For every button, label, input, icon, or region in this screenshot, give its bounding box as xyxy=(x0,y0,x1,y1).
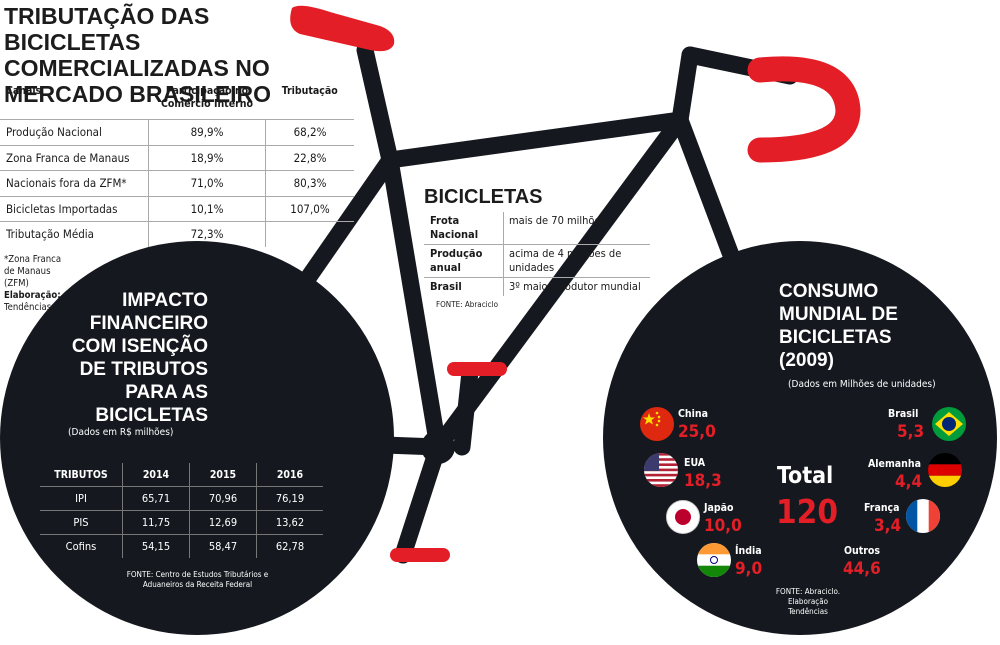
country-value: 10,0 xyxy=(704,516,742,536)
country-value: 25,0 xyxy=(678,422,716,442)
cell: 10,1% xyxy=(148,195,266,222)
cell: Brasil xyxy=(424,277,504,296)
country-value: 9,0 xyxy=(735,559,763,579)
cell: 3º maior produtor mundial xyxy=(503,277,650,296)
consumo-title: CONSUMO MUNDIAL DE BICICLETAS (2009) xyxy=(779,281,898,371)
cell: mais de 70 milhões xyxy=(503,212,650,245)
table-row: Frota Nacional mais de 70 milhões xyxy=(424,212,650,245)
germany-flag-icon xyxy=(928,453,962,487)
cell: Frota Nacional xyxy=(430,214,479,241)
cell: 54,15 xyxy=(122,534,190,558)
cell: 58,47 xyxy=(189,534,257,558)
tributacao-title: TRIBUTAÇÃO DAS BICICLETAS COMERCIALIZADA… xyxy=(4,3,272,107)
tributacao-table: Canais Participação no Comércio Interno … xyxy=(0,83,354,247)
consumo-source: FONTE: Abraciclo. Elaboração Tendências xyxy=(775,587,841,616)
col-header: TRIBUTOS xyxy=(54,468,108,481)
cell: 13,62 xyxy=(256,510,323,535)
table-row: Zona Franca de Manaus 18,9% 22,8% xyxy=(0,144,354,171)
cell: Bicicletas Importadas xyxy=(0,195,149,222)
cell: 62,78 xyxy=(256,534,323,558)
impacto-source: FONTE: Centro de Estudos Tributários e A… xyxy=(126,570,269,589)
cell: IPI xyxy=(40,486,123,511)
usa-flag-icon xyxy=(644,453,678,487)
elab-value: Tendências. xyxy=(4,302,54,313)
cell: PIS xyxy=(40,510,123,535)
country-value: 44,6 xyxy=(843,559,881,579)
cell: 12,69 xyxy=(189,510,257,535)
bicicletas-table: Frota Nacional mais de 70 milhões Produç… xyxy=(424,212,650,296)
table-row: Produção Nacional 89,9% 68,2% xyxy=(0,119,354,145)
consumo-subtitle: (Dados em Milhões de unidades) xyxy=(788,379,936,390)
cell: 76,19 xyxy=(256,486,323,511)
table-row: Tributação Média 72,3% xyxy=(0,221,354,247)
country-name: Japão xyxy=(704,502,734,514)
table-row: Produção anual acima de 4 milhões de uni… xyxy=(424,244,650,278)
impacto-title: IMPACTO FINANCEIRO COM ISENÇÃO DE TRIBUT… xyxy=(71,290,208,426)
saddle xyxy=(290,5,395,52)
impacto-table: TRIBUTOS 2014 2015 2016 IPI 65,71 70,96 … xyxy=(40,463,323,558)
cell: Produção anual xyxy=(424,244,504,278)
country-value: 3,4 xyxy=(874,516,902,536)
col-header: Participação no Comércio Interno xyxy=(161,85,253,110)
cell: 68,2% xyxy=(265,119,354,145)
pedal-top xyxy=(447,362,507,376)
table-row: Brasil 3º maior produtor mundial xyxy=(424,277,650,296)
col-header: Tributação xyxy=(281,85,338,97)
table-row: PIS 11,75 12,69 13,62 xyxy=(40,510,323,535)
footnote-text: *Zona Franca de Manaus (ZFM) xyxy=(4,254,62,289)
country-name: França xyxy=(864,502,900,514)
cell: Cofins xyxy=(40,534,123,558)
cell xyxy=(265,221,354,247)
cell: 22,8% xyxy=(265,144,354,171)
table-row: Bicicletas Importadas 10,1% 107,0% xyxy=(0,195,354,222)
col-header: 2015 xyxy=(189,463,257,487)
france-flag-icon xyxy=(906,499,940,533)
cell: 18,9% xyxy=(148,144,266,171)
cell: 71,0% xyxy=(148,170,266,196)
tributacao-footnote: *Zona Franca de Manaus (ZFM) Elaboração:… xyxy=(4,254,74,314)
pedal-bottom xyxy=(390,548,450,562)
table-row: IPI 65,71 70,96 76,19 xyxy=(40,486,323,511)
bicicletas-title: BICICLETAS xyxy=(424,186,543,208)
country-value: 5,3 xyxy=(897,422,925,442)
japan-flag-icon xyxy=(666,500,700,534)
col-header: 2014 xyxy=(122,463,190,487)
cell: Produção Nacional xyxy=(0,119,149,145)
impacto-subtitle: (Dados em R$ milhões) xyxy=(68,427,174,438)
total-label: Total xyxy=(777,463,834,489)
india-flag-icon xyxy=(697,543,731,577)
cell: acima de 4 milhões de unidades xyxy=(503,244,650,278)
col-header: Canais xyxy=(6,85,42,97)
table-row: Nacionais fora da ZFM* 71,0% 80,3% xyxy=(0,170,354,196)
country-value: 18,3 xyxy=(684,471,722,491)
table-row: Cofins 54,15 58,47 62,78 xyxy=(40,534,323,558)
handlebar xyxy=(747,56,861,163)
bicicletas-source: FONTE: Abraciclo xyxy=(436,300,499,309)
country-name: Brasil xyxy=(888,408,919,420)
country-name: China xyxy=(678,408,708,420)
cell: 89,9% xyxy=(148,119,266,145)
cell: Nacionais fora da ZFM* xyxy=(0,170,149,196)
cell: Tributação Média xyxy=(0,221,149,247)
cell: 72,3% xyxy=(148,221,266,247)
cell: Zona Franca de Manaus xyxy=(0,144,149,171)
cell: 70,96 xyxy=(189,486,257,511)
total-value: 120 xyxy=(776,492,838,531)
china-flag-icon xyxy=(640,407,674,441)
cell: 107,0% xyxy=(265,195,354,222)
country-name: Alemanha xyxy=(868,458,921,470)
country-value: 4,4 xyxy=(895,472,923,492)
cell: 11,75 xyxy=(122,510,190,535)
col-header: 2016 xyxy=(256,463,323,487)
brazil-flag-icon xyxy=(932,407,966,441)
country-name: Índia xyxy=(735,545,762,557)
country-name: EUA xyxy=(684,457,706,469)
cell: 65,71 xyxy=(122,486,190,511)
country-name: Outros xyxy=(844,545,881,557)
cell: 80,3% xyxy=(265,170,354,196)
elab-label: Elaboração: xyxy=(4,290,61,301)
